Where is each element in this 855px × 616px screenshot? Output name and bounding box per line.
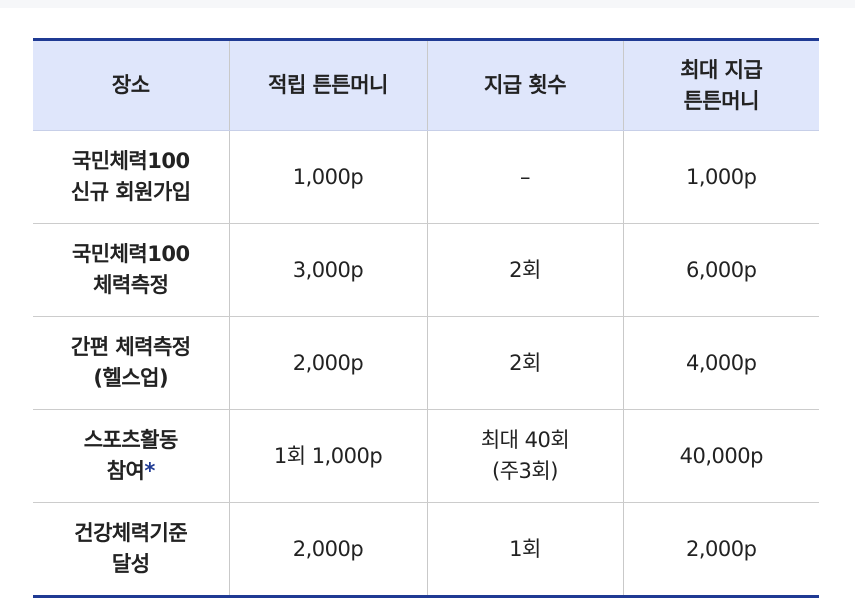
table-row: 건강체력기준 달성 2,000p 1회 2,000p [33,502,819,598]
cell-accumulated: 3,000p [228,223,428,317]
cell-accumulated: 2,000p [228,316,428,410]
header-max-line2: 튼튼머니 [683,88,760,113]
header-max: 최대 지급 튼튼머니 [622,38,819,131]
place-line2: 참여 [106,459,145,483]
cell-place: 건강체력기준 달성 [33,502,230,598]
cell-count: – [426,130,624,224]
place-line1: 스포츠활동 [83,428,179,452]
place-line1: 국민체력100 [71,149,190,173]
count-line2: (주3회) [492,459,558,483]
table-row: 국민체력100 체력측정 3,000p 2회 6,000p [33,223,819,317]
place-line1: 간편 체력측정 [70,335,191,359]
place-line1: 건강체력기준 [74,521,188,545]
count-line1: 최대 40회 [480,428,570,452]
cell-count: 2회 [426,223,624,317]
reward-table-container: 장소 적립 튼튼머니 지급 횟수 최대 지급 튼튼머니 국민체력100 신규 회… [33,38,819,598]
header-row: 장소 적립 튼튼머니 지급 횟수 최대 지급 튼튼머니 [33,38,819,131]
cell-accumulated: 1,000p [228,130,428,224]
cell-place: 스포츠활동 참여* [33,409,230,503]
cell-place: 국민체력100 신규 회원가입 [33,130,230,224]
asterisk-mark: * [144,459,155,483]
place-line2: (헬스업) [93,366,169,390]
cell-place: 국민체력100 체력측정 [33,223,230,317]
cell-max: 1,000p [622,130,819,224]
table-row: 국민체력100 신규 회원가입 1,000p – 1,000p [33,130,819,224]
place-line2: 신규 회원가입 [70,180,191,204]
header-accumulated: 적립 튼튼머니 [228,38,428,131]
table-row: 간편 체력측정 (헬스업) 2,000p 2회 4,000p [33,316,819,410]
cell-count: 최대 40회 (주3회) [426,409,624,503]
cell-accumulated: 2,000p [228,502,428,598]
cell-max: 6,000p [622,223,819,317]
place-line2: 달성 [111,552,150,576]
cell-max: 2,000p [622,502,819,598]
place-line2-wrap: 참여* [39,456,223,487]
header-max-line1: 최대 지급 [680,57,763,82]
top-strip [0,0,855,8]
cell-max: 4,000p [622,316,819,410]
header-place: 장소 [33,38,230,131]
cell-max: 40,000p [622,409,819,503]
header-count: 지급 횟수 [426,38,624,131]
table-body: 국민체력100 신규 회원가입 1,000p – 1,000p 국민체력100 … [33,130,819,598]
place-line2: 체력측정 [93,273,169,297]
place-line1: 국민체력100 [71,242,190,266]
table-header: 장소 적립 튼튼머니 지급 횟수 최대 지급 튼튼머니 [33,38,819,131]
cell-count: 1회 [426,502,624,598]
cell-place: 간편 체력측정 (헬스업) [33,316,230,410]
table-row: 스포츠활동 참여* 1회 1,000p 최대 40회 (주3회) 40,000p [33,409,819,503]
cell-count: 2회 [426,316,624,410]
cell-accumulated: 1회 1,000p [228,409,428,503]
reward-table: 장소 적립 튼튼머니 지급 횟수 최대 지급 튼튼머니 국민체력100 신규 회… [33,38,819,598]
